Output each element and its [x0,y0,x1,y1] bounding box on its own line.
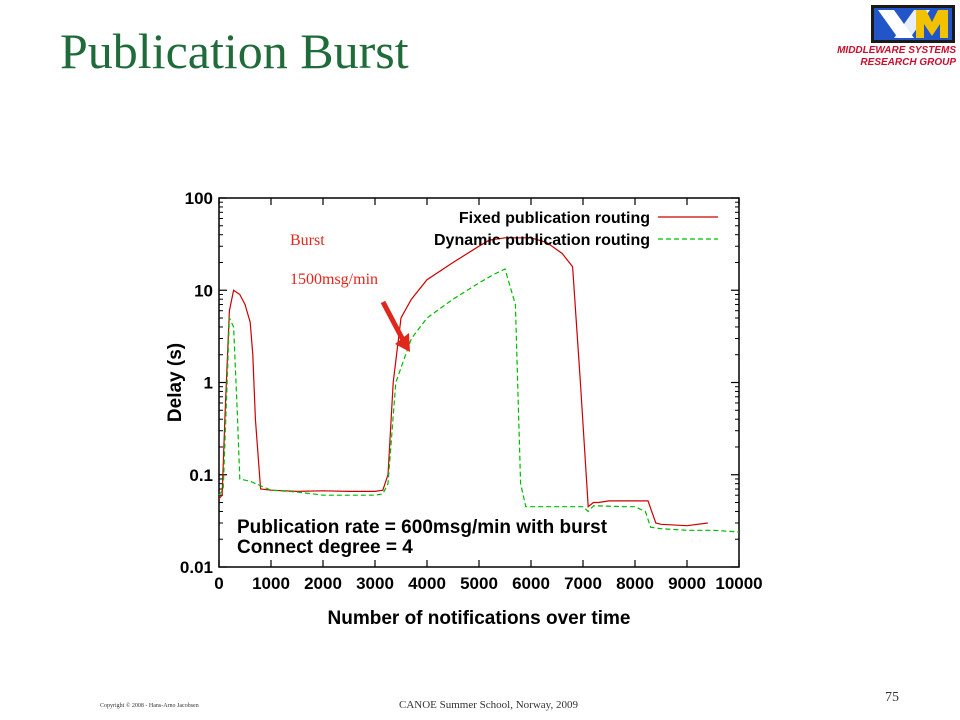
y-axis-label: Delay (s) [165,343,186,422]
burst-arrow-shaft [380,300,406,342]
legend-label: Fixed publication routing [459,210,650,227]
series-line-dynamic [218,268,740,533]
x-tick-label: 3000 [356,574,394,593]
x-tick-label: 7000 [564,574,602,593]
x-tick-label: 4000 [408,574,446,593]
x-tick-label: 1000 [252,574,290,593]
plot-annotation: Publication rate = 600msg/min with burst [237,517,608,538]
delay-chart: 0 1000 2000 3000 4000 5000 6000 7000 8000 9000 100… [165,189,763,629]
plot-annotation: Connect degree = 4 [237,537,413,558]
logo-text-line2: RESEARCH GROUP [860,57,956,68]
copyright-text: Copyright © 2008 - Hans-Arno Jacobsen [100,703,199,709]
x-tick-label: 5000 [460,574,498,593]
x-tick-label: 8000 [616,574,654,593]
slide-title: Publication Burst [60,23,409,79]
y-tick-label: 0.01 [180,558,213,577]
x-tick-label: 0 [214,574,223,593]
plot-frame [218,197,740,568]
footer-text: CANOE Summer School, Norway, 2009 [399,699,578,711]
x-tick-label: 9000 [668,574,706,593]
burst-arrow-head [395,333,410,352]
x-tick-label: 2000 [304,574,342,593]
burst-label: Burst [290,232,325,249]
logo-text-line1: MIDDLEWARE SYSTEMS [837,45,956,56]
x-tick-label: 6000 [512,574,550,593]
y-tick-label: 0.1 [189,466,213,485]
x-axis-label: Number of notifications over time [328,608,631,629]
y-tick-label: 1 [204,374,213,393]
burst-rate-label: 1500msg/min [290,271,379,288]
series-line-fixed [218,237,708,527]
y-tick-label: 10 [194,281,213,300]
y-tick-label: 100 [185,189,213,208]
msrg-logo-icon [871,5,955,43]
legend-label: Dynamic publication routing [434,232,650,249]
x-tick-label: 10000 [715,574,762,593]
page-number: 75 [885,690,899,705]
research-group-logo: MIDDLEWARE SYSTEMS RESEARCH GROUP [800,4,960,70]
